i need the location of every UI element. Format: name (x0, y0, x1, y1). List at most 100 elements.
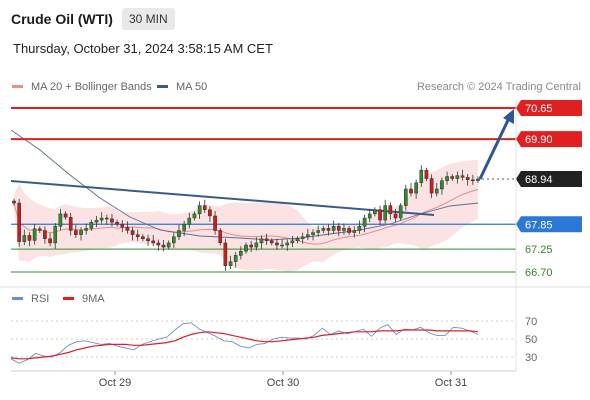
level-label-66.70: 66.70 (525, 267, 553, 279)
candle-body (404, 188, 408, 206)
projection-arrow (478, 115, 512, 180)
candle-body (465, 177, 470, 181)
candle-body (290, 240, 295, 244)
candle-body (455, 175, 460, 179)
level-label-text: 67.25 (525, 244, 553, 256)
candle-body (43, 230, 47, 239)
candle-body (58, 213, 63, 227)
candle-body (264, 238, 269, 242)
legend-ma50: MA 50 (157, 81, 207, 93)
research-credit: Research © 2024 Trading Central (416, 81, 581, 93)
projection-arrowhead (503, 109, 514, 124)
rsi-tick-30: 30 (525, 352, 537, 364)
candle-body (17, 202, 21, 242)
candle-body (104, 217, 109, 220)
candle-body (161, 244, 166, 248)
rsi-series-9ma (10, 329, 479, 360)
legend-swatch (12, 296, 23, 300)
candle-body (460, 175, 465, 178)
candle-body (476, 178, 480, 181)
candle-body (316, 230, 320, 233)
bollinger-band (14, 159, 478, 272)
candle-body (398, 205, 403, 219)
level-label-70.65: 70.65 (516, 100, 582, 116)
legend-9ma: 9MA (63, 293, 105, 305)
candle-body (275, 242, 279, 246)
level-label-69.90: 69.90 (516, 131, 582, 148)
candle-body (321, 228, 326, 231)
candles (12, 165, 480, 271)
candle-body (450, 176, 455, 179)
candle-body (213, 215, 217, 231)
level-label-text: 68.94 (525, 174, 553, 186)
chart-header: Crude Oil (WTI) 30 MIN (0, 0, 590, 36)
candle-body (89, 221, 94, 229)
trend-line (10, 180, 435, 216)
candle-body (331, 226, 336, 231)
candle-body (342, 228, 346, 231)
candle-body (166, 242, 171, 248)
level-label-box (516, 170, 582, 187)
level-label-text: 69.90 (525, 134, 553, 146)
candle-body (177, 230, 181, 237)
legend-label: MA 20 + Bollinger Bands (31, 81, 152, 93)
candle-body (223, 242, 228, 266)
candle-body (419, 170, 424, 183)
candle-body (22, 235, 27, 242)
level-label-67.25: 67.25 (525, 244, 553, 256)
candle-body (84, 228, 88, 231)
level-label-68.94: 68.94 (516, 170, 582, 187)
candle-body (37, 228, 42, 231)
level-label-box (516, 131, 582, 148)
candle-body (429, 178, 434, 194)
candle-body (383, 205, 388, 221)
candle-body (373, 209, 377, 215)
candle-body (135, 234, 140, 237)
candle-body (120, 224, 125, 228)
candle-body (99, 217, 104, 221)
candle-body (239, 251, 243, 256)
rsi-tick-70: 70 (525, 316, 537, 328)
x-tick-label: Oct 31 (435, 377, 467, 389)
candle-body (27, 235, 32, 241)
legend-label: RSI (31, 293, 50, 305)
candle-body (202, 205, 207, 210)
candle-body (300, 236, 305, 239)
level-label-box (516, 100, 582, 116)
level-label-box (516, 216, 582, 233)
level-label-67.85: 67.85 (516, 216, 582, 233)
candle-body (32, 228, 37, 241)
level-label-text: 70.65 (525, 103, 553, 115)
candle-body (311, 232, 315, 235)
candle-body (352, 230, 357, 233)
candle-body (434, 188, 439, 194)
candle-body (115, 221, 119, 225)
candle-body (74, 230, 78, 235)
instrument-title: Crude Oil (WTI) (11, 11, 113, 27)
candle-body (378, 209, 382, 221)
candle-body (254, 242, 259, 248)
interval-button[interactable]: 30 MIN (122, 8, 175, 30)
candle-body (244, 244, 248, 252)
legend-swatch (63, 296, 74, 300)
candle-body (68, 216, 73, 231)
candle-body (182, 224, 186, 231)
candle-body (259, 238, 264, 244)
candle-body (187, 217, 192, 225)
candle-body (326, 228, 331, 231)
candle-body (347, 228, 351, 233)
candle-body (388, 205, 393, 215)
legend-label: MA 50 (176, 81, 208, 93)
candle-body (125, 226, 130, 231)
candle-body (197, 205, 202, 215)
candle-body (424, 170, 429, 179)
candle-body (393, 213, 398, 219)
candle-body (79, 230, 83, 235)
candle-body (151, 240, 156, 244)
candle-body (192, 213, 197, 219)
candle-body (63, 213, 68, 218)
legend-swatch (12, 84, 23, 88)
candle-body (285, 242, 290, 246)
candle-body (367, 213, 372, 219)
